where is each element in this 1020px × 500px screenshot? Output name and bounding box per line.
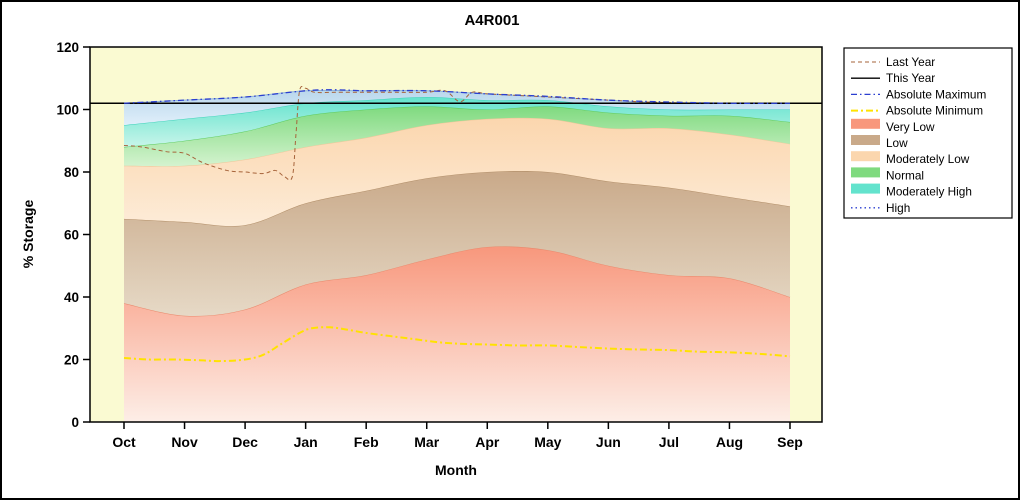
svg-text:60: 60 (64, 228, 79, 243)
legend: Last Year This Year Absolute Maximum Absolu… (843, 47, 1013, 219)
svg-text:Aug: Aug (716, 434, 743, 450)
svg-text:Feb: Feb (354, 434, 379, 450)
series-lines (90, 86, 823, 363)
band-normal (124, 106, 790, 167)
svg-text:Absolute Maximum: Absolute Maximum (886, 87, 986, 101)
svg-text:Nov: Nov (171, 434, 198, 450)
svg-text:This Year: This Year (886, 71, 935, 85)
band-low (124, 171, 790, 317)
svg-text:Jul: Jul (659, 434, 679, 450)
svg-text:120: 120 (56, 40, 79, 55)
svg-text:Absolute Minimum: Absolute Minimum (886, 104, 983, 118)
band-high (124, 90, 790, 126)
svg-text:Last Year: Last Year (886, 55, 935, 69)
svg-text:Mar: Mar (414, 434, 439, 450)
svg-text:Jan: Jan (294, 434, 318, 450)
svg-text:20: 20 (64, 353, 79, 368)
svg-text:Moderately Low: Moderately Low (886, 152, 970, 166)
svg-text:40: 40 (64, 290, 79, 305)
x-axis: Oct Nov Dec Jan Feb Mar Apr May Jun Jul Aug Sep (112, 422, 803, 450)
line-absolute-minimum (123, 326, 791, 363)
svg-text:Moderately High: Moderately High (886, 185, 972, 199)
svg-text:Oct: Oct (112, 434, 136, 450)
svg-text:High: High (886, 201, 910, 215)
band-moderately-high (124, 97, 790, 147)
svg-text:0: 0 (71, 415, 79, 430)
svg-text:May: May (534, 434, 561, 450)
line-absolute-maximum (123, 89, 791, 104)
x-axis-label: Month (435, 462, 477, 478)
svg-text:Normal: Normal (886, 168, 924, 182)
svg-text:Jun: Jun (596, 434, 621, 450)
svg-text:Apr: Apr (475, 434, 500, 450)
chart-title: A4R001 (464, 12, 520, 29)
svg-text:80: 80 (64, 165, 79, 180)
svg-text:Very Low: Very Low (886, 120, 935, 134)
svg-text:100: 100 (56, 103, 79, 118)
svg-text:Sep: Sep (777, 434, 803, 450)
svg-text:Dec: Dec (232, 434, 258, 450)
svg-text:Low: Low (886, 136, 908, 150)
bands-layer (123, 89, 791, 422)
line-last-year (123, 86, 790, 181)
y-axis: 0 20 40 60 80 100 120 (56, 40, 90, 430)
band-moderately-low (124, 117, 790, 227)
